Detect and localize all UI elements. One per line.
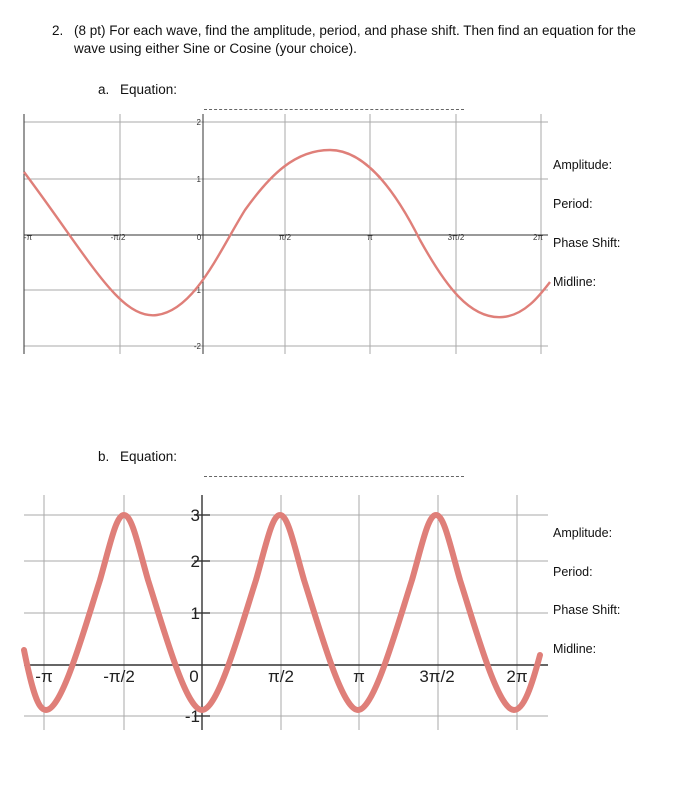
part-b-period-label: Period: <box>553 565 593 579</box>
graph-b-x-tick-label: π/2 <box>268 667 294 686</box>
graph-a-x-tick-labels: -π -π/2 0 π/2 π 3π/2 2π <box>24 233 544 242</box>
graph-a-x-tick-label: 3π/2 <box>448 233 465 242</box>
graph-b-y-ticks <box>194 514 210 717</box>
graph-b-x-tick-label: -π/2 <box>103 667 135 686</box>
graph-a-x-tick-label: 2π <box>533 233 543 242</box>
graph-b-y-tick-label: 2 <box>191 552 200 571</box>
question-text: (8 pt) For each wave, find the amplitude… <box>74 23 636 56</box>
part-a-equation-answer-line[interactable] <box>204 109 464 110</box>
graph-a-axes <box>23 114 548 354</box>
graph-a: -π -π/2 0 π/2 π 3π/2 2π 2 1 -1 -2 <box>23 114 551 354</box>
part-b-midline-label: Midline: <box>553 642 597 656</box>
graph-a-curve <box>23 148 551 319</box>
graph-b-x-tick-label: 2π <box>506 667 527 686</box>
graph-a-x-tick-label: π <box>367 233 373 242</box>
part-b-amplitude-label: Amplitude: <box>553 526 613 540</box>
graph-b-x-tick-label: -π <box>35 667 52 686</box>
part-b-label: b. Equation: <box>98 449 177 464</box>
part-a-period-label: Period: <box>553 197 593 211</box>
graph-b-y-tick-label: 1 <box>191 604 200 623</box>
part-a-letter: a. <box>98 82 110 97</box>
part-a-label: a. Equation: <box>98 82 177 97</box>
part-a-amplitude-label: Amplitude: <box>553 158 613 172</box>
graph-a-y-tick-labels: 2 1 -1 -2 <box>194 118 202 351</box>
graph-a-y-tick-label: 1 <box>197 175 202 184</box>
graph-b-y-tick-labels: 3 2 1 -1 <box>185 506 200 726</box>
part-b-letter: b. <box>98 449 110 464</box>
graph-b-x-tick-label: 0 <box>189 667 198 686</box>
graph-b-x-tick-label: π <box>353 667 365 686</box>
graph-b-x-tick-label: 3π/2 <box>419 667 454 686</box>
part-b-equation-answer-line[interactable] <box>204 476 464 477</box>
graph-a-x-tick-label: π/2 <box>279 233 292 242</box>
question-number: 2. <box>52 23 64 38</box>
part-a-midline-label: Midline: <box>553 275 597 289</box>
graph-b-x-tick-labels: -π -π/2 0 π/2 π 3π/2 2π <box>35 667 527 686</box>
graph-a-y-tick-label: 2 <box>197 118 202 127</box>
graph-a-x-tick-label: -π <box>24 233 33 242</box>
part-a-equation-label: Equation: <box>120 82 178 97</box>
part-b-equation-label: Equation: <box>120 449 178 464</box>
graph-b-y-tick-label: 3 <box>191 506 200 525</box>
graph-b-y-tick-label: -1 <box>185 707 200 726</box>
graph-a-y-tick-label: -2 <box>194 342 202 351</box>
graph-a-y-tick-label: -1 <box>194 286 202 295</box>
graph-b-curve <box>21 512 543 713</box>
part-b-phase-shift-label: Phase Shift: <box>553 603 621 617</box>
graph-a-x-tick-label: -π/2 <box>111 233 126 242</box>
graph-b-grid <box>24 495 548 730</box>
graph-b: -π -π/2 0 π/2 π 3π/2 2π 3 2 1 -1 <box>21 495 548 730</box>
part-a-phase-shift-label: Phase Shift: <box>553 236 621 250</box>
graph-a-x-tick-label: 0 <box>197 233 202 242</box>
